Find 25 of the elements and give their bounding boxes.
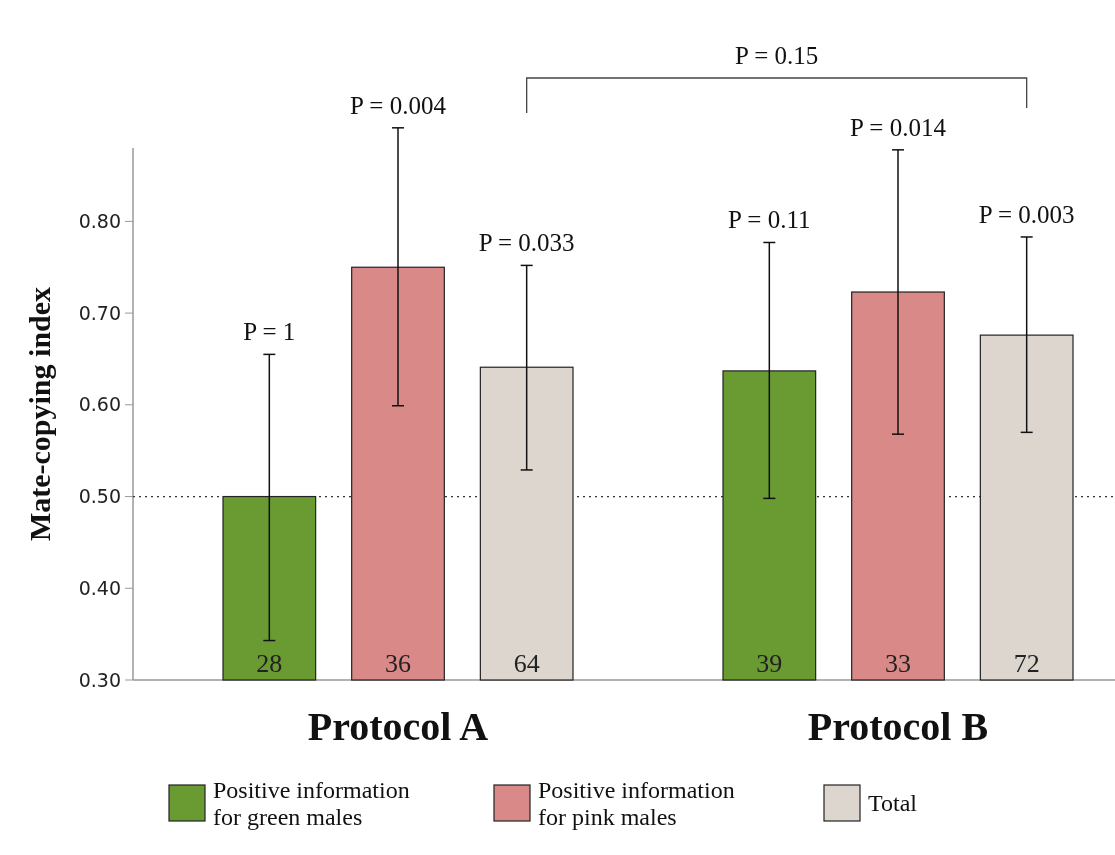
x-tick-label: Protocol B: [807, 704, 989, 749]
annotation: 39: [756, 649, 783, 678]
annotation: 72: [1013, 649, 1040, 678]
text: P = 0.15: [735, 42, 819, 69]
annotation: P = 0.11: [728, 206, 811, 234]
legend-label: Positive information for pink males: [538, 776, 735, 830]
y-tick-label: 0.70: [78, 301, 121, 324]
annotation: 64: [513, 649, 540, 678]
annotation: P = 0.003: [978, 200, 1075, 228]
y-tick-label: 0.50: [78, 485, 121, 508]
text: P = 0.004: [350, 91, 447, 119]
y-tick-label: 0.30: [78, 668, 121, 691]
legend-label: Total: [868, 789, 918, 816]
annotation: P = 1: [243, 318, 296, 346]
annotation: 36: [385, 649, 411, 678]
y-axis-title: Mate-copying index: [23, 286, 56, 542]
y-tick-label: 0.80: [78, 210, 121, 233]
y-tick-label: 0.40: [78, 576, 121, 599]
legend-label: Positive information for green males: [213, 776, 410, 830]
annotation: P = 0.033: [478, 229, 575, 257]
y-tick-label: 0.60: [78, 393, 121, 416]
annotation: 33: [885, 649, 911, 678]
text: P = 0.014: [850, 113, 947, 141]
annotation: 28: [256, 649, 283, 678]
x-tick-label: Protocol A: [307, 704, 489, 749]
